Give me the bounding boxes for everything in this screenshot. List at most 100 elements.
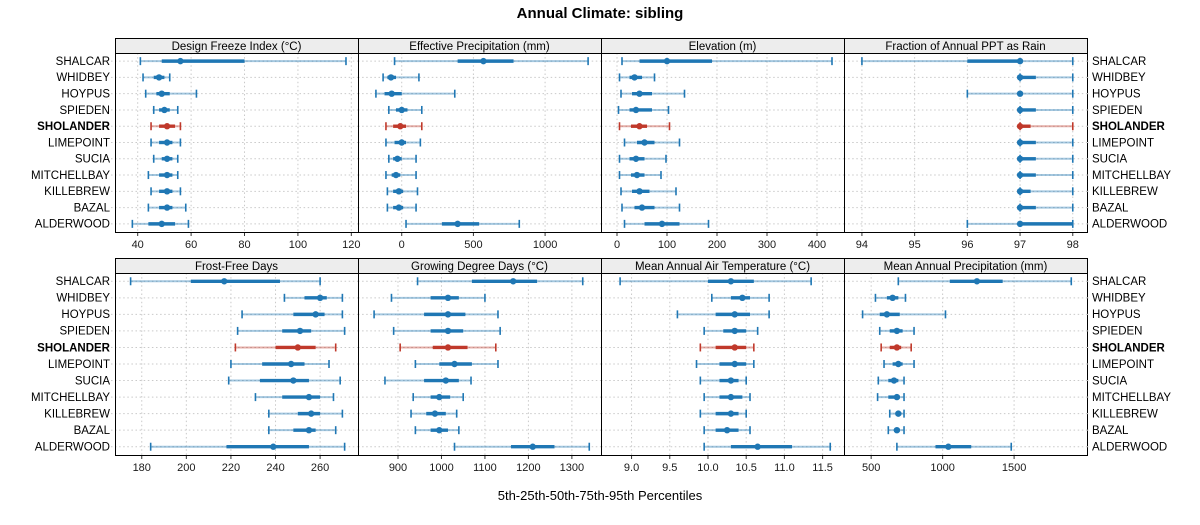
panel-effective-precipitation-mm: Effective Precipitation (mm) 0 500 1000	[358, 38, 602, 251]
site-label-left-alderwood: ALDERWOOD	[35, 442, 110, 454]
interval-spieden	[703, 326, 759, 335]
median-dot	[727, 377, 735, 384]
median-dot	[158, 90, 165, 97]
interval-whidbey	[390, 293, 486, 302]
axis-tick-label: 1100	[473, 462, 497, 474]
interval-spieden	[1016, 105, 1074, 114]
site-label-right-shalcar: SHALCAR	[1092, 56, 1146, 68]
axis-tick-label: 0	[614, 239, 620, 251]
interval-mitchellbay	[703, 393, 751, 402]
interval-alderwood	[405, 219, 521, 228]
panel-growing-degree-days-c: Growing Degree Days (°C) 900 1000 1100 1200 1…	[358, 258, 602, 474]
site-label-left-hoypus: HOYPUS	[61, 88, 110, 100]
interval-hoypus	[861, 310, 947, 319]
interval-sucia	[1016, 154, 1074, 163]
panel-frost-free-days: Frost-Free Days 180 200 220 240 260	[115, 258, 359, 474]
median-dot	[387, 74, 395, 81]
interval-shalcar	[861, 57, 1074, 66]
panel-title: Growing Degree Days (°C)	[411, 261, 548, 273]
site-label-left-spieden: SPIEDEN	[60, 326, 111, 338]
interval-limepoint	[883, 360, 915, 368]
interval-sucia	[699, 376, 747, 385]
axis-tick-label: 1500	[1002, 462, 1026, 474]
site-label-left-sholander: SHOLANDER	[37, 342, 111, 354]
interval-shalcar	[619, 277, 812, 286]
interval-hoypus	[620, 89, 686, 98]
median-dot	[632, 155, 640, 162]
interval-sucia	[227, 376, 341, 385]
site-label-right-alderwood: ALDERWOOD	[1092, 219, 1167, 231]
interval-shalcar	[416, 277, 584, 286]
interval-killebrew	[268, 409, 344, 418]
interval-hoypus	[375, 89, 456, 98]
median-dot	[294, 344, 302, 351]
median-dot	[397, 123, 404, 130]
interval-killebrew	[386, 187, 419, 196]
axis-tick-label: 400	[808, 239, 826, 251]
interval-killebrew	[620, 187, 677, 196]
site-label-left-bazal: BAZAL	[74, 425, 111, 437]
axis-tick-label: 0	[399, 239, 405, 251]
interval-limepoint	[695, 360, 755, 368]
site-label-right-killebrew: KILLEBREW	[1092, 408, 1158, 420]
median-dot	[290, 377, 297, 384]
interval-bazal	[703, 426, 751, 435]
median-dot	[287, 360, 295, 368]
interval-whidbey	[874, 293, 907, 302]
median-dot	[636, 90, 643, 97]
interval-bazal	[1016, 203, 1074, 212]
axis-tick-label: 180	[133, 462, 151, 474]
site-label-right-whidbey: WHIDBEY	[1092, 293, 1146, 305]
median-dot	[945, 443, 952, 450]
interval-alderwood	[453, 442, 591, 451]
median-dot	[731, 360, 738, 368]
median-dot	[641, 139, 648, 146]
interval-killebrew	[699, 409, 747, 418]
interval-mitchellbay	[254, 393, 335, 402]
interval-mitchellbay	[412, 393, 464, 402]
axis-tick-label: 1000	[930, 462, 954, 474]
site-label-left-bazal: BAZAL	[74, 202, 111, 214]
median-dot	[731, 311, 738, 318]
site-label-left-shalcar: SHALCAR	[56, 276, 110, 288]
axis-tick-label: 9.5	[662, 462, 677, 474]
site-label-left-limepoint: LIMEPOINT	[48, 359, 110, 371]
interval-shalcar	[139, 57, 347, 66]
interval-whidbey	[142, 73, 171, 82]
interval-sholander	[1016, 122, 1074, 131]
axis-tick-label: 80	[238, 239, 250, 251]
median-dot	[163, 139, 171, 146]
interval-mitchellbay	[1016, 171, 1074, 180]
median-dot	[727, 278, 735, 285]
axis-tick-label: 120	[342, 239, 360, 251]
median-dot	[155, 74, 163, 81]
interval-killebrew	[150, 187, 182, 196]
site-label-left-killebrew: KILLEBREW	[44, 408, 110, 420]
interval-sholander	[618, 122, 671, 131]
median-dot	[889, 294, 896, 302]
site-label-right-mitchellbay: MITCHELLBAY	[1092, 170, 1171, 182]
median-dot	[1016, 188, 1024, 195]
median-dot	[1016, 139, 1024, 146]
axis-tick-label: 220	[222, 462, 240, 474]
median-dot	[895, 360, 902, 368]
interval-mitchellbay	[876, 393, 905, 402]
panel-design-freeze-index-c: Design Freeze Index (°C) 40 60 80 100 120	[115, 38, 361, 251]
panel-title: Fraction of Annual PPT as Rain	[885, 41, 1045, 53]
site-label-right-hoypus: HOYPUS	[1092, 309, 1141, 321]
interval-sholander	[150, 122, 182, 131]
median-dot	[1016, 74, 1024, 81]
median-dot	[658, 220, 666, 228]
median-dot	[632, 106, 640, 114]
interval-mitchellbay	[618, 171, 662, 180]
median-dot	[436, 393, 443, 401]
median-dot	[444, 344, 452, 351]
median-dot	[631, 74, 638, 81]
interval-bazal	[414, 426, 460, 435]
interval-hoypus	[373, 310, 499, 319]
median-dot	[529, 443, 536, 450]
axis-tick-label: 500	[862, 462, 880, 474]
median-dot	[731, 344, 738, 351]
interval-bazal	[621, 203, 681, 212]
